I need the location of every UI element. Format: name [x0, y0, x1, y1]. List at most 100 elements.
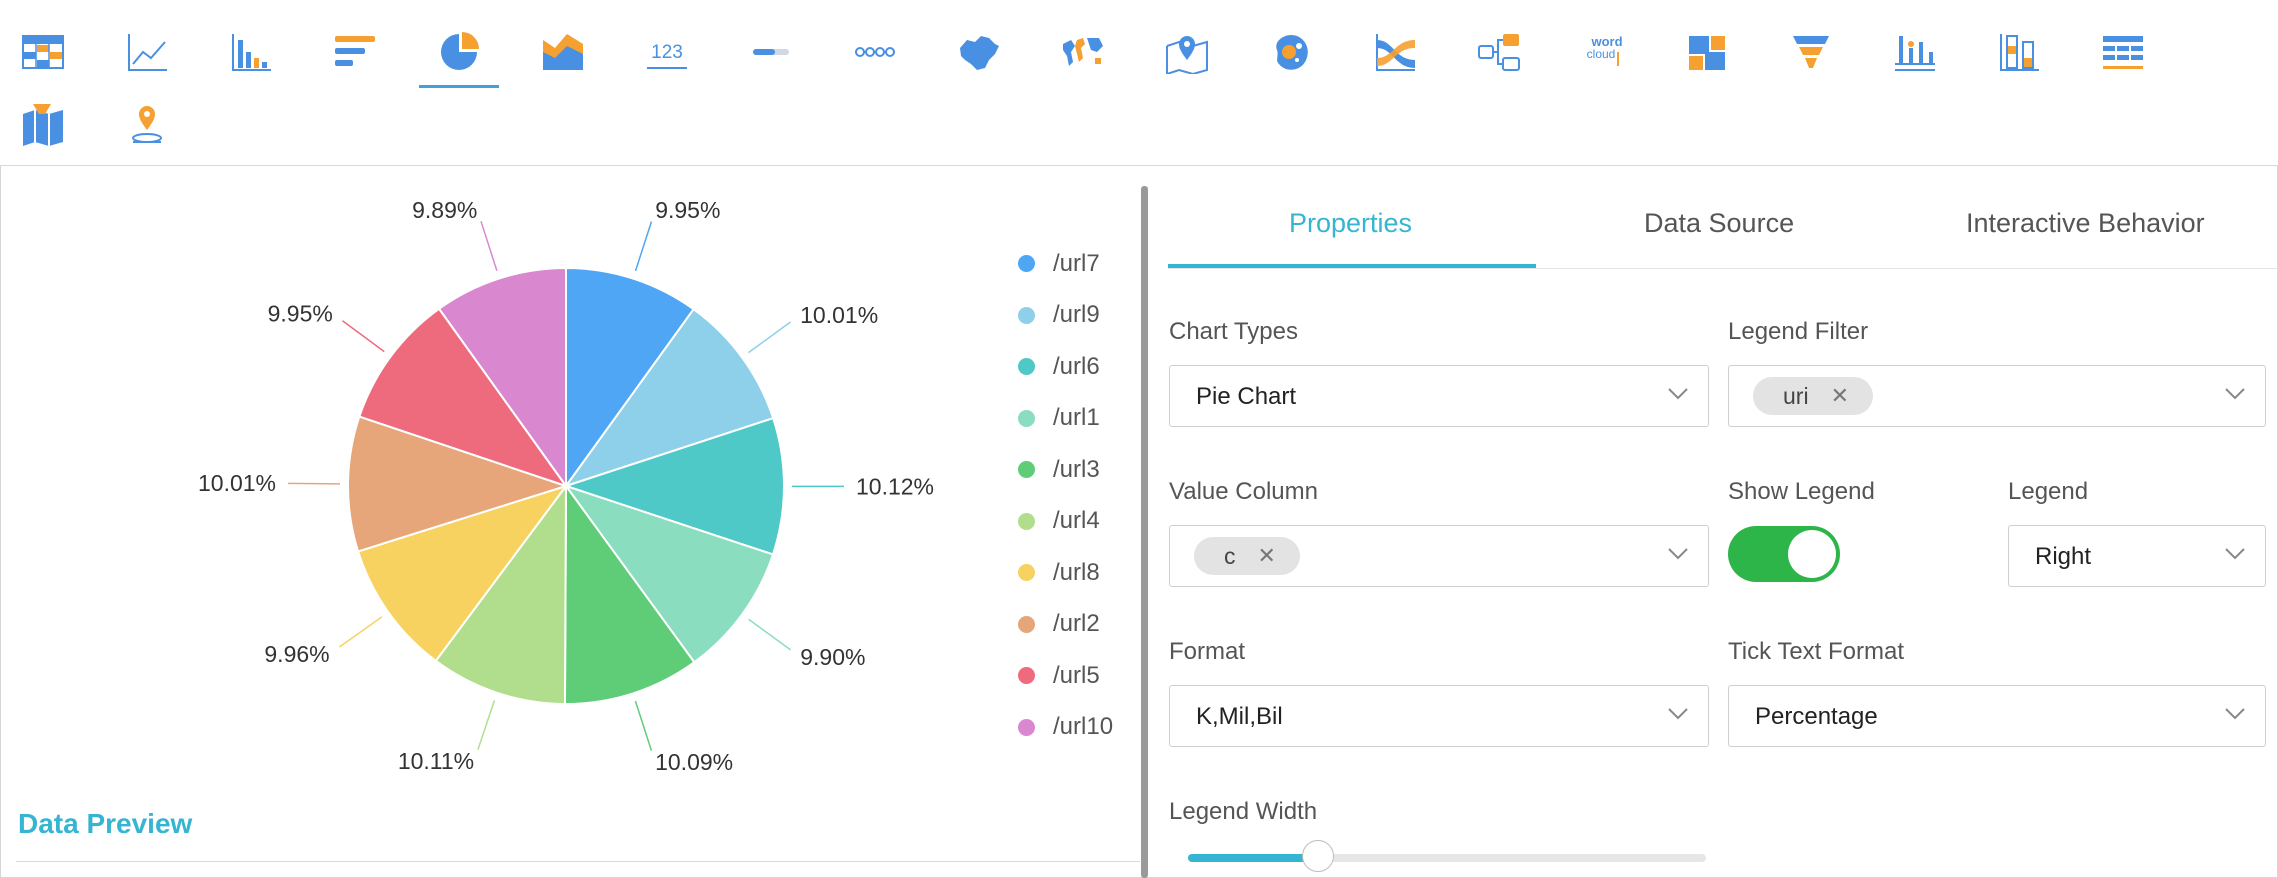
stacked-column-button[interactable] [1979, 16, 2059, 82]
legend-item[interactable]: /url9 [1018, 290, 1113, 342]
legend-label: /url7 [1053, 249, 1100, 277]
legend-item[interactable]: /url4 [1018, 496, 1113, 548]
value-column-select[interactable]: c ✕ [1169, 525, 1709, 587]
remove-tag-icon[interactable]: ✕ [1830, 383, 1849, 408]
show-legend-toggle[interactable] [1728, 526, 1840, 582]
radar-bar-button[interactable] [1875, 16, 1955, 82]
legend-item[interactable]: /url1 [1018, 393, 1113, 445]
timeline-button[interactable] [835, 16, 915, 82]
kpi-number-icon: 123 [647, 42, 687, 69]
tab-properties[interactable]: Properties [1289, 208, 1413, 238]
kpi-number-button[interactable]: 123 [627, 16, 707, 82]
location-map-button[interactable] [1147, 16, 1227, 82]
legend-position-value: Right [2035, 543, 2092, 570]
format-select[interactable]: K,Mil,Bil [1169, 685, 1709, 747]
tab-data-source[interactable]: Data Source [1644, 208, 1795, 238]
area-map-button[interactable] [3, 88, 83, 154]
slice-data-label: 10.12% [856, 473, 934, 499]
chart-types-value: Pie Chart [1196, 383, 1297, 410]
format-value: K,Mil,Bil [1196, 703, 1283, 730]
location-map-icon [1166, 36, 1208, 74]
world-map-button[interactable] [1043, 16, 1123, 82]
sankey-button[interactable] [1355, 16, 1435, 82]
svg-text:word: word [1590, 34, 1622, 49]
legend-label: /url1 [1053, 404, 1100, 432]
legend-item[interactable]: /url8 [1018, 547, 1113, 599]
slice-leader-line [338, 616, 383, 648]
legend-position-select[interactable]: Right [2008, 525, 2266, 587]
pie-slice[interactable] [562, 416, 785, 556]
panel-scrollbar[interactable] [1141, 186, 1148, 878]
pin-map-button[interactable] [107, 88, 187, 154]
line-chart-button[interactable] [107, 16, 187, 82]
table-chart-button[interactable] [3, 16, 83, 82]
legend-item[interactable]: /url5 [1018, 650, 1113, 702]
funnel-button[interactable] [1771, 16, 1851, 82]
legend-item[interactable]: /url6 [1018, 341, 1113, 393]
legend-swatch [1018, 667, 1035, 685]
tick-text-format-select[interactable]: Percentage [1728, 685, 2266, 747]
chart-types-label: Chart Types [1169, 318, 1298, 345]
format-label: Format [1169, 638, 1246, 665]
pie-slice[interactable] [356, 484, 569, 663]
legend-item[interactable]: /url10 [1018, 702, 1113, 754]
tick-text-format-label: Tick Text Format [1728, 638, 1905, 665]
slice-leader-line [480, 221, 498, 272]
area-chart-icon [543, 34, 583, 70]
area-chart-button[interactable] [523, 16, 603, 82]
legend-item[interactable]: /url2 [1018, 599, 1113, 651]
pie-slice[interactable] [437, 266, 567, 490]
radar-bar-icon [1895, 36, 1935, 71]
line-chart-icon [128, 34, 167, 71]
cross-table-icon [2103, 36, 2143, 69]
slice-data-label: 9.95% [655, 197, 720, 223]
data-preview-title[interactable]: Data Preview [18, 808, 193, 839]
tick-text-format-value: Percentage [1755, 703, 1878, 730]
flow-diagram-button[interactable] [1459, 16, 1539, 82]
treemap-button[interactable] [1667, 16, 1747, 82]
pie-slice[interactable] [565, 266, 695, 490]
cross-table-button[interactable] [2083, 16, 2163, 82]
legend-item[interactable]: /url3 [1018, 444, 1113, 496]
slice-leader-line [342, 320, 385, 353]
bubble-map-button[interactable] [1251, 16, 1331, 82]
slice-data-label: 10.01% [800, 302, 878, 328]
legend-item[interactable]: /url7 [1018, 238, 1113, 290]
chevron-down-icon [1668, 548, 1688, 560]
pie-slice[interactable] [347, 415, 570, 553]
column-chart-icon [232, 34, 271, 71]
legend-swatch [1018, 409, 1035, 427]
legend-width-slider[interactable] [1188, 840, 1706, 872]
legend-label: /url9 [1053, 301, 1100, 329]
pie-slice[interactable] [563, 484, 775, 664]
pie-slice[interactable] [563, 482, 696, 705]
pie-slice[interactable] [434, 482, 568, 706]
chart-types-select[interactable]: Pie Chart [1169, 365, 1709, 427]
slider-fill [1188, 854, 1318, 862]
legend-label: /url6 [1053, 352, 1100, 380]
slice-leader-line [477, 700, 496, 750]
word-cloud-button[interactable]: word cloud [1563, 16, 1643, 82]
progress-bar-button[interactable] [731, 16, 811, 82]
bubble-map-icon [1276, 34, 1308, 70]
pie-chart[interactable]: 9.95% 10.01% 10.12% 9.90% 10.09% 10.11% 9.96% 1… [0, 166, 1140, 786]
slice-data-label: 9.89% [412, 197, 477, 223]
legend-swatch [1018, 306, 1035, 324]
pie-chart-button[interactable] [419, 16, 499, 88]
pie-slice[interactable] [358, 307, 569, 488]
remove-tag-icon[interactable]: ✕ [1257, 543, 1276, 568]
tab-interactive-behavior[interactable]: Interactive Behavior [1966, 208, 2205, 238]
slider-thumb[interactable] [1301, 840, 1334, 872]
legend-swatch [1018, 564, 1035, 582]
slice-data-label: 9.96% [264, 641, 329, 667]
svg-text:cloud: cloud [1587, 47, 1616, 61]
chevron-down-icon [2225, 548, 2245, 560]
pie-slice[interactable] [563, 307, 775, 488]
china-map-button[interactable] [939, 16, 1019, 82]
column-chart-button[interactable] [211, 16, 291, 82]
legend-filter-select[interactable]: uri ✕ [1728, 365, 2266, 427]
legend-swatch [1018, 718, 1035, 736]
bar-chart-button[interactable] [315, 16, 395, 82]
slice-leader-line [748, 321, 791, 354]
